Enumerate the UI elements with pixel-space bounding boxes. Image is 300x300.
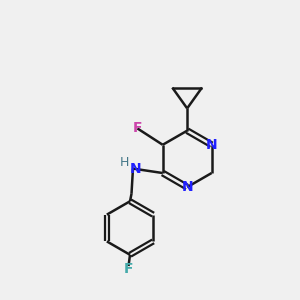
- Text: N: N: [181, 180, 193, 194]
- Text: F: F: [133, 122, 142, 136]
- Text: F: F: [124, 262, 133, 276]
- Text: N: N: [130, 162, 142, 176]
- Text: N: N: [206, 138, 218, 152]
- Text: H: H: [120, 155, 129, 169]
